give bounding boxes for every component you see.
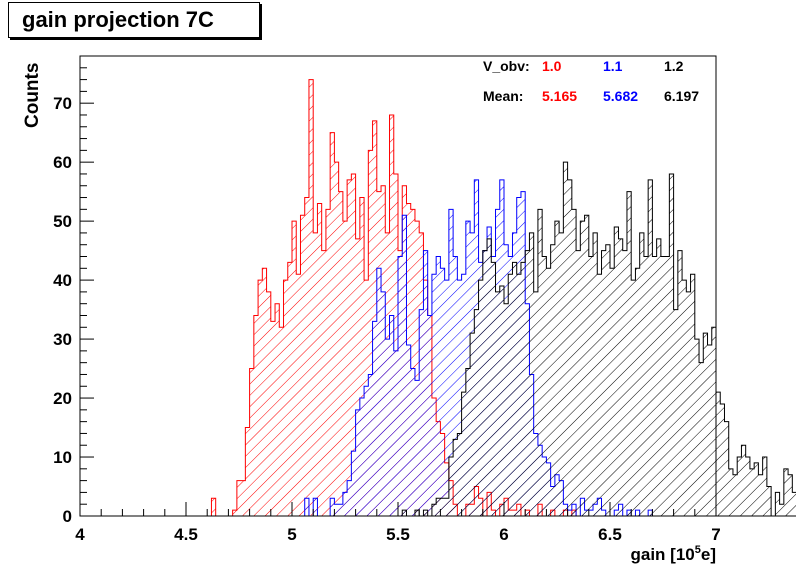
x-axis-label-end: e] — [701, 545, 716, 564]
histogram-series-1.2 — [401, 161, 796, 517]
y-tick-label: 20 — [53, 389, 72, 408]
x-tick-label: 5 — [287, 525, 296, 544]
x-tick-label: 6.5 — [598, 525, 622, 544]
legend-vobv-label: V_obv: — [483, 58, 530, 74]
x-tick-label: 4.5 — [174, 525, 198, 544]
x-tick-label: 5.5 — [386, 525, 410, 544]
legend-vobv-black: 1.2 — [664, 58, 684, 74]
x-axis-label-main: gain [10 — [631, 545, 695, 564]
y-tick-label: 70 — [53, 94, 72, 113]
legend-mean-black: 6.197 — [664, 88, 699, 104]
x-axis-label: gain [105e] — [631, 544, 717, 564]
chart-title: gain projection 7C — [8, 2, 260, 38]
x-tick-label: 6 — [499, 525, 508, 544]
legend-vobv-blue: 1.1 — [603, 58, 623, 74]
legend-mean-red: 5.165 — [542, 88, 577, 104]
legend-mean-blue: 5.682 — [603, 88, 638, 104]
x-tick-label: 7 — [711, 525, 720, 544]
y-tick-label: 40 — [53, 271, 72, 290]
x-axis-label-sup: 5 — [695, 544, 701, 556]
legend-vobv-red: 1.0 — [542, 58, 562, 74]
y-tick-label: 50 — [53, 212, 72, 231]
x-tick-label: 4 — [75, 525, 85, 544]
y-tick-label: 10 — [53, 448, 72, 467]
y-axis-label: Counts — [22, 63, 43, 128]
y-tick-label: 60 — [53, 153, 72, 172]
y-tick-label: 30 — [53, 330, 72, 349]
legend-mean-label: Mean: — [483, 88, 523, 104]
series-layer — [207, 79, 796, 517]
legend: V_obv: 1.0 1.1 1.2 Mean: 5.165 5.682 6.1… — [483, 58, 699, 104]
y-tick-label: 0 — [63, 507, 72, 526]
